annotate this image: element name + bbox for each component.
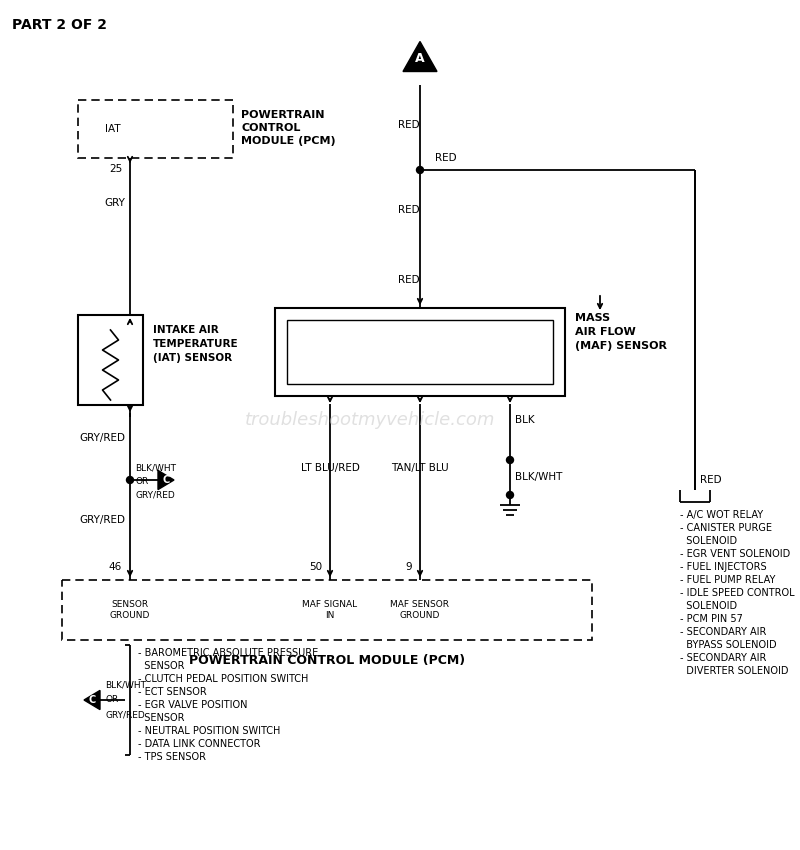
FancyBboxPatch shape (62, 580, 592, 640)
FancyBboxPatch shape (275, 308, 565, 396)
Text: SENSOR: SENSOR (138, 713, 185, 723)
Text: TEMPERATURE: TEMPERATURE (153, 339, 238, 349)
Text: BYPASS SOLENOID: BYPASS SOLENOID (680, 640, 777, 650)
Text: A: A (415, 52, 425, 65)
Text: 25: 25 (109, 164, 122, 174)
Text: MAF SENSOR
GROUND: MAF SENSOR GROUND (390, 600, 450, 620)
Polygon shape (84, 690, 100, 710)
Text: - CANISTER PURGE: - CANISTER PURGE (680, 523, 772, 533)
Text: - SECONDARY AIR: - SECONDARY AIR (680, 653, 766, 663)
Text: PART 2 OF 2: PART 2 OF 2 (12, 18, 107, 32)
Text: OR: OR (105, 695, 118, 705)
Text: - TPS SENSOR: - TPS SENSOR (138, 752, 206, 762)
Polygon shape (158, 470, 174, 490)
Text: GRY/RED: GRY/RED (105, 710, 145, 719)
Text: 9: 9 (406, 562, 412, 572)
Text: C: C (162, 475, 170, 485)
Text: - ECT SENSOR: - ECT SENSOR (138, 687, 206, 697)
Text: LT BLU/RED: LT BLU/RED (301, 463, 359, 473)
Text: SENSOR: SENSOR (138, 661, 185, 671)
Text: - EGR VENT SOLENOID: - EGR VENT SOLENOID (680, 549, 790, 559)
Text: 46: 46 (109, 562, 122, 572)
Text: AIR FLOW: AIR FLOW (575, 327, 636, 337)
Text: RED: RED (398, 205, 420, 215)
Text: DIVERTER SOLENOID: DIVERTER SOLENOID (680, 666, 789, 676)
Text: - BAROMETRIC ABSOLUTE PRESSURE: - BAROMETRIC ABSOLUTE PRESSURE (138, 648, 318, 658)
Circle shape (506, 456, 514, 463)
Text: MAF SIGNAL
IN: MAF SIGNAL IN (302, 600, 358, 620)
Text: - SECONDARY AIR: - SECONDARY AIR (680, 627, 766, 637)
Text: GRY/RED: GRY/RED (79, 433, 125, 443)
Circle shape (417, 167, 423, 173)
Text: - NEUTRAL POSITION SWITCH: - NEUTRAL POSITION SWITCH (138, 726, 280, 736)
Text: - PCM PIN 57: - PCM PIN 57 (680, 614, 743, 624)
FancyBboxPatch shape (78, 100, 233, 158)
Text: TAN/LT BLU: TAN/LT BLU (391, 463, 449, 473)
Text: BLK/WHT: BLK/WHT (135, 463, 176, 472)
Text: - EGR VALVE POSITION: - EGR VALVE POSITION (138, 700, 247, 710)
Text: INTAKE AIR: INTAKE AIR (153, 325, 218, 335)
Text: CONTROL: CONTROL (241, 123, 300, 133)
Text: - CLUTCH PEDAL POSITION SWITCH: - CLUTCH PEDAL POSITION SWITCH (138, 674, 308, 684)
Text: troubleshootmyvehicle.com: troubleshootmyvehicle.com (245, 411, 495, 429)
Text: SOLENOID: SOLENOID (680, 601, 737, 611)
Text: MODULE (PCM): MODULE (PCM) (241, 136, 336, 146)
Text: GRY/RED: GRY/RED (135, 490, 174, 499)
Text: - DATA LINK CONNECTOR: - DATA LINK CONNECTOR (138, 739, 261, 749)
Text: - A/C WOT RELAY: - A/C WOT RELAY (680, 510, 763, 520)
Circle shape (506, 491, 514, 498)
Text: RED: RED (398, 275, 420, 285)
Text: C: C (88, 695, 96, 705)
Text: - IDLE SPEED CONTROL: - IDLE SPEED CONTROL (680, 588, 794, 598)
Text: RED: RED (435, 153, 457, 163)
Text: - FUEL INJECTORS: - FUEL INJECTORS (680, 562, 766, 572)
Polygon shape (403, 42, 437, 71)
Text: RED: RED (398, 120, 420, 130)
Text: 50: 50 (309, 562, 322, 572)
Text: - FUEL PUMP RELAY: - FUEL PUMP RELAY (680, 575, 775, 585)
FancyBboxPatch shape (287, 320, 553, 384)
Text: OR: OR (135, 477, 148, 485)
Text: IAT: IAT (105, 124, 121, 134)
Text: POWERTRAIN: POWERTRAIN (241, 110, 325, 120)
Text: (MAF) SENSOR: (MAF) SENSOR (575, 341, 667, 351)
Text: BLK/WHT: BLK/WHT (515, 472, 562, 482)
FancyBboxPatch shape (78, 315, 143, 405)
Text: MASS: MASS (575, 313, 610, 323)
Text: POWERTRAIN CONTROL MODULE (PCM): POWERTRAIN CONTROL MODULE (PCM) (189, 654, 465, 667)
Text: BLK: BLK (515, 415, 534, 425)
Text: GRY/RED: GRY/RED (79, 515, 125, 525)
Circle shape (126, 477, 134, 484)
Text: GRY: GRY (104, 198, 125, 208)
Text: (IAT) SENSOR: (IAT) SENSOR (153, 353, 232, 363)
Text: RED: RED (700, 475, 722, 485)
Text: SOLENOID: SOLENOID (680, 536, 737, 546)
Text: BLK/WHT: BLK/WHT (105, 681, 146, 690)
Text: SENSOR
GROUND: SENSOR GROUND (110, 600, 150, 620)
